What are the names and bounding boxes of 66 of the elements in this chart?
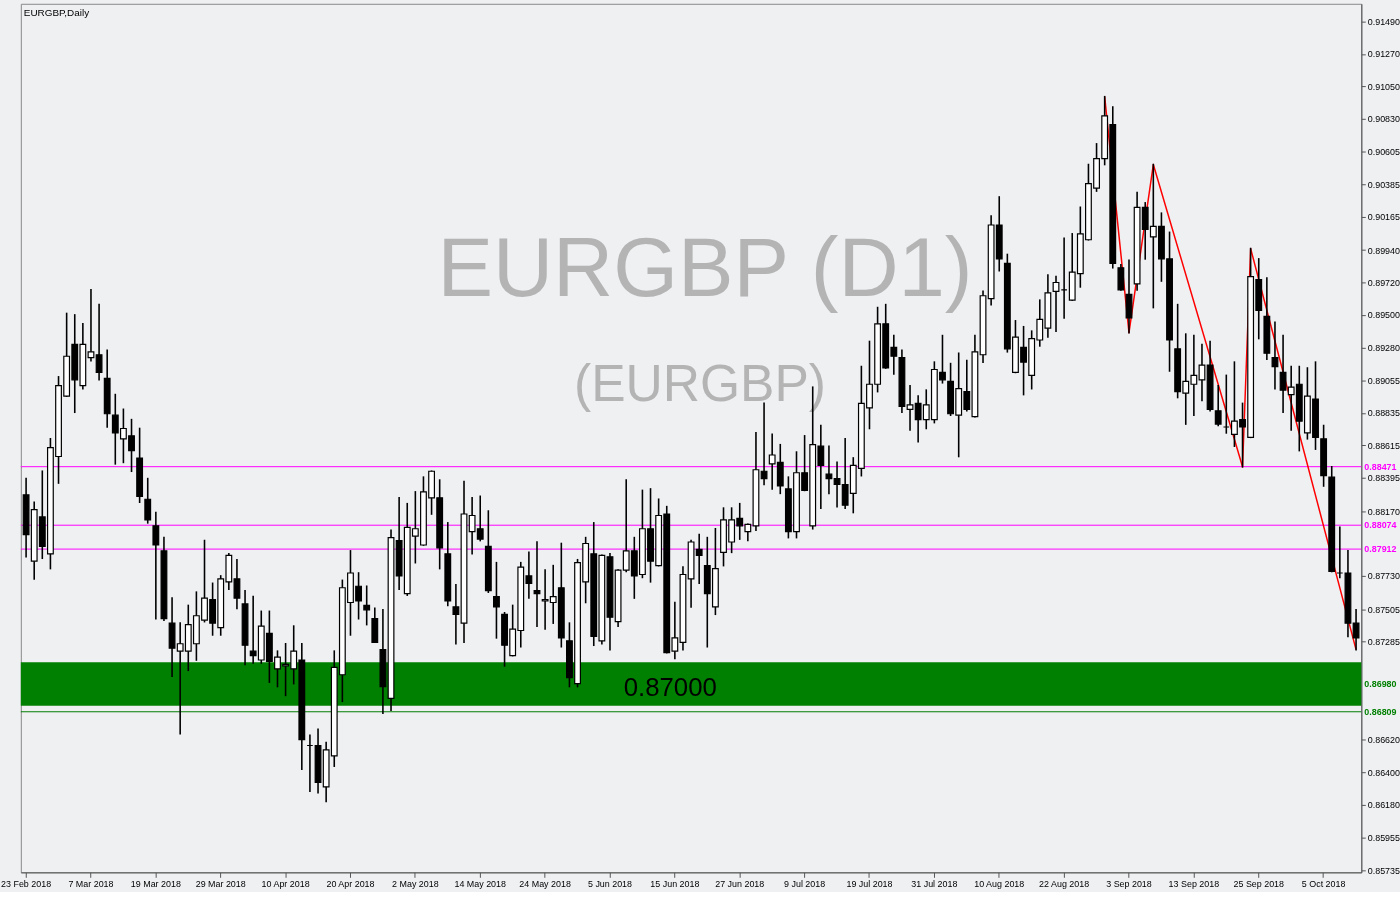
y-tick-label: 0.86400 [1367, 767, 1400, 778]
x-tick-label: 19 Jul 2018 [846, 878, 893, 889]
x-tick-label: 25 Sep 2018 [1233, 878, 1285, 889]
candlestick [152, 511, 160, 620]
y-tick-label: 0.90385 [1367, 179, 1400, 190]
x-tick-label: 13 Sep 2018 [1168, 878, 1220, 889]
x-tick-label: 24 May 2018 [519, 878, 571, 889]
candlestick [493, 561, 500, 639]
candlestick [144, 477, 152, 524]
x-tick-label: 14 May 2018 [454, 878, 507, 889]
annotation: (EURGBP) [573, 354, 827, 413]
ref-line-label: 0.86809 [1364, 706, 1397, 717]
y-tick-label: 0.88835 [1367, 408, 1400, 419]
ref-line-label: 0.88074 [1364, 520, 1397, 531]
x-tick-label: 22 Aug 2018 [1039, 878, 1090, 889]
candlestick [1271, 321, 1279, 390]
y-tick-label: 0.90605 [1367, 147, 1400, 158]
candlestick [363, 585, 371, 626]
candlestick [1214, 384, 1222, 427]
y-tick-label: 0.87505 [1367, 604, 1400, 615]
x-tick-label: 7 Mar 2018 [68, 878, 114, 889]
ref-line-label: 0.87912 [1364, 544, 1397, 555]
y-tick-label: 0.90830 [1367, 114, 1400, 125]
y-tick-label: 0.87285 [1367, 637, 1400, 648]
y-tick-label: 0.91050 [1367, 81, 1400, 92]
x-tick-label: 20 Apr 2018 [326, 878, 375, 889]
y-tick-label: 0.90165 [1367, 212, 1400, 223]
candlestick [1352, 609, 1360, 651]
candlestick [371, 607, 379, 644]
y-tick-label: 0.89280 [1367, 342, 1400, 353]
x-tick-label: 9 Jul 2018 [784, 878, 826, 889]
candlestick [452, 583, 460, 645]
candlestick [825, 445, 833, 495]
x-tick-label: 15 Jun 2018 [650, 878, 700, 889]
annotation: EURGBP (D1) [437, 221, 973, 315]
x-tick-label: 31 Jul 2018 [911, 878, 958, 889]
candlestick [95, 303, 103, 381]
y-tick-label: 0.86620 [1367, 735, 1400, 746]
y-tick-label: 0.87730 [1367, 571, 1400, 582]
y-tick-label: 0.85735 [1367, 865, 1400, 876]
y-tick-label: 0.85955 [1367, 833, 1400, 844]
annotation: 0.87000 [623, 672, 717, 701]
y-tick-label: 0.89720 [1367, 277, 1400, 288]
x-tick-label: 5 Oct 2018 [1301, 878, 1346, 889]
y-tick-label: 0.88170 [1367, 506, 1400, 517]
y-tick-label: 0.89055 [1367, 376, 1400, 387]
y-tick-label: 0.88395 [1367, 473, 1400, 484]
y-tick-label: 0.91490 [1367, 16, 1400, 27]
x-tick-label: 10 Apr 2018 [261, 878, 310, 889]
x-tick-label: 2 May 2018 [392, 878, 439, 889]
y-tick-label: 0.88615 [1367, 440, 1400, 451]
y-tick-label: 0.89940 [1367, 245, 1400, 256]
x-tick-label: 3 Sep 2018 [1106, 878, 1152, 889]
x-tick-label: 10 Aug 2018 [974, 878, 1025, 889]
ref-line-label: 0.88471 [1364, 461, 1397, 472]
x-tick-label: 19 Mar 2018 [130, 878, 181, 889]
y-tick-label: 0.89500 [1367, 310, 1400, 321]
x-tick-label: 23 Feb 2018 [1, 878, 52, 889]
x-tick-label: 29 Mar 2018 [195, 878, 246, 889]
band-label: 0.86980 [1364, 679, 1397, 690]
chart-title: EURGBP,Daily [23, 6, 90, 18]
candlestick [1117, 264, 1125, 291]
y-tick-label: 0.86180 [1367, 799, 1400, 810]
y-tick-label: 0.91270 [1367, 49, 1400, 60]
x-tick-label: 5 Jun 2018 [587, 878, 633, 889]
x-tick-label: 27 Jun 2018 [715, 878, 765, 889]
